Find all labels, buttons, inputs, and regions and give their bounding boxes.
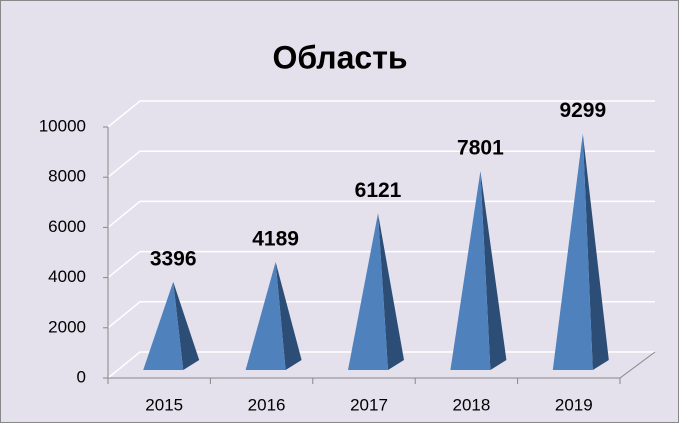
x-tick-label: 2016	[248, 395, 286, 414]
y-tick-label: 4000	[48, 267, 86, 286]
bar-front	[348, 213, 388, 370]
bar-front	[245, 261, 286, 370]
value-label: 3396	[150, 247, 197, 270]
grid-line	[107, 100, 655, 128]
value-label: 6121	[355, 179, 402, 202]
x-tick-label: 2015	[145, 395, 183, 414]
y-tick-label: 6000	[48, 217, 86, 236]
x-tick-label: 2019	[555, 395, 593, 414]
bar	[245, 261, 302, 370]
grid-line	[107, 150, 655, 178]
bar-side	[480, 171, 507, 370]
y-tick-label: 2000	[48, 317, 86, 336]
value-label: 7801	[457, 137, 504, 160]
y-tick-label: 10000	[39, 116, 86, 135]
bar-side	[275, 261, 302, 370]
bar	[450, 171, 507, 370]
x-tick-label: 2018	[452, 395, 490, 414]
bar-front	[450, 171, 491, 370]
value-label: 4189	[252, 227, 299, 250]
bar-side	[173, 281, 200, 370]
bar	[552, 133, 609, 370]
bar	[143, 281, 200, 370]
chart-title: Область	[272, 39, 407, 75]
bar	[348, 213, 404, 370]
bar-front	[552, 133, 593, 370]
bar-side	[378, 213, 404, 370]
bar-front	[143, 281, 184, 370]
bar-side	[582, 133, 609, 370]
value-label: 9299	[559, 99, 606, 122]
y-tick-label: 8000	[48, 167, 86, 186]
y-tick-label: 0	[77, 367, 86, 386]
x-tick-label: 2017	[350, 395, 388, 414]
